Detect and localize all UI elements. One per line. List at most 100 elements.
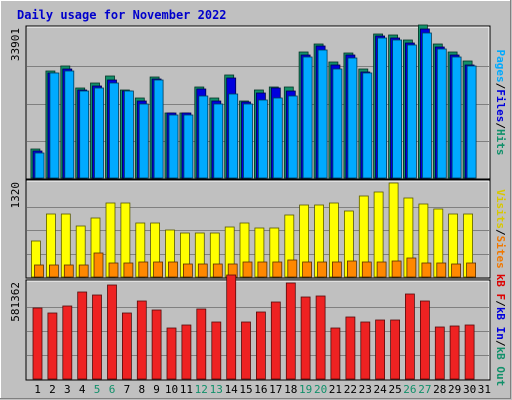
bar-middle-sites-day-1: [34, 264, 44, 278]
bar-middle-sites-day-3: [63, 264, 74, 278]
bar-middle-sites-day-11: [182, 263, 193, 278]
bar-middle-sites-day-26: [406, 257, 417, 278]
bar-bottom-kb-f-day-3: [62, 305, 73, 380]
bar-top-pages-day-26: [406, 44, 417, 179]
panel-bottom: 581362 kB F/kB In/kB Out: [9, 274, 507, 387]
bar-bottom-kb-f-day-19: [300, 296, 311, 380]
bar-middle-sites-day-6: [108, 262, 119, 278]
bar-middle-sites-day-5: [93, 252, 104, 278]
bar-bottom-kb-f-day-25: [390, 319, 401, 380]
bar-top-pages-day-11: [183, 114, 194, 179]
bar-middle-sites-day-7: [123, 262, 134, 278]
day-label-4: 4: [79, 383, 86, 396]
day-label-17: 17: [269, 383, 282, 396]
bar-middle-sites-day-15: [242, 261, 253, 278]
bar-top-pages-day-15: [243, 103, 253, 179]
bar-top-pages-day-25: [392, 39, 403, 179]
legend-label-middle-0: Visits: [494, 189, 507, 229]
bar-bottom-kb-f-day-9: [151, 309, 162, 380]
bar-middle-sites-day-27: [421, 262, 432, 278]
legend-label-top-2: Files: [494, 89, 507, 122]
day-label-24: 24: [373, 383, 387, 396]
bar-middle-sites-day-10: [168, 261, 178, 278]
bar-bottom-kb-f-day-26: [404, 293, 415, 380]
bar-bottom-kb-f-day-29: [449, 325, 460, 380]
bar-top-pages-day-29: [451, 56, 462, 179]
bar-top-pages-day-12: [198, 95, 209, 179]
bar-bottom-kb-f-day-12: [196, 308, 207, 380]
bar-top-pages-day-1: [34, 152, 45, 179]
bar-bottom-kb-f-day-24: [375, 319, 386, 380]
day-label-8: 8: [138, 383, 145, 396]
bar-bottom-kb-f-day-7: [122, 312, 132, 380]
bar-bottom-kb-f-day-23: [360, 321, 371, 380]
legend-label-middle-2: Sites: [494, 236, 507, 269]
bar-bottom-kb-f-day-15: [241, 321, 251, 380]
bar-bottom-kb-f-day-5: [92, 294, 102, 380]
bar-middle-sites-day-13: [212, 263, 223, 278]
ymax-label-bottom: 581362: [9, 282, 22, 322]
bar-bottom-kb-f-day-11: [181, 324, 192, 380]
bar-top-pages-day-19: [302, 56, 313, 179]
day-label-1: 1: [34, 383, 41, 396]
day-label-2: 2: [49, 383, 56, 396]
bar-middle-sites-day-22: [346, 260, 357, 278]
legend-label-top-3: /: [494, 122, 507, 129]
bar-middle-sites-day-9: [153, 261, 164, 278]
bar-middle-sites-day-16: [257, 261, 268, 278]
legend-label-middle-1: /: [494, 229, 507, 236]
legend-label-bottom-3: /: [494, 340, 507, 347]
bar-top-pages-day-8: [138, 103, 149, 179]
day-label-3: 3: [64, 383, 71, 396]
legend-bottom: kB F/kB In/kB Out: [494, 274, 507, 387]
day-label-9: 9: [153, 383, 160, 396]
day-label-23: 23: [359, 383, 372, 396]
day-label-14: 14: [225, 383, 239, 396]
bar-bottom-kb-f-day-30: [464, 324, 475, 380]
bar-bottom-kb-f-day-1: [32, 307, 43, 380]
chart-title: Daily usage for November 2022: [17, 8, 227, 22]
bar-bottom-kb-f-day-22: [345, 316, 356, 380]
bar-top-pages-day-22: [347, 57, 358, 179]
day-label-28: 28: [433, 383, 446, 396]
day-label-30: 30: [463, 383, 476, 396]
panel-middle: 1320 Visits/Sites: [9, 179, 507, 279]
bar-middle-sites-day-12: [197, 263, 208, 278]
day-label-22: 22: [344, 383, 357, 396]
bar-top-pages-day-16: [257, 99, 268, 179]
bar-top-pages-day-21: [332, 68, 343, 179]
bar-bottom-kb-f-day-28: [434, 326, 445, 380]
legend-middle: Visits/Sites: [494, 189, 507, 269]
bar-middle-sites-day-4: [78, 264, 89, 278]
legend-top: Pages/Files/Hits: [494, 50, 507, 156]
bar-bottom-kb-f-day-27: [419, 300, 430, 380]
ymax-label-middle: 1320: [9, 182, 22, 209]
ymax-label-top: 33901: [9, 28, 22, 61]
day-label-29: 29: [448, 383, 461, 396]
bar-top-pages-day-7: [124, 90, 134, 179]
day-label-13: 13: [210, 383, 223, 396]
bar-bottom-kb-f-day-14: [226, 274, 237, 380]
bar-middle-sites-day-30: [466, 262, 477, 278]
bar-top-pages-day-30: [466, 65, 477, 179]
legend-label-bottom-2: kB In: [494, 307, 507, 340]
bar-middle-sites-day-29: [451, 263, 462, 278]
bar-bottom-kb-f-day-20: [315, 295, 326, 380]
day-label-16: 16: [254, 383, 267, 396]
bar-bottom-kb-f-day-18: [285, 282, 296, 380]
day-label-25: 25: [388, 383, 401, 396]
day-label-27: 27: [418, 383, 431, 396]
day-label-21: 21: [329, 383, 342, 396]
legend-label-bottom-1: /: [494, 300, 507, 307]
bar-middle-sites-day-18: [287, 259, 298, 278]
bar-top-pages-day-2: [49, 72, 60, 179]
bar-top-pages-day-18: [287, 95, 298, 179]
bar-bottom-kb-f-day-6: [107, 284, 117, 380]
bar-top-pages-day-28: [436, 48, 447, 179]
bar-top-pages-day-6: [109, 82, 119, 179]
day-label-5: 5: [94, 383, 101, 396]
panel-top: 33901 Pages/Files/Hits: [9, 24, 507, 180]
day-label-31: 31: [478, 383, 491, 396]
bar-middle-sites-day-23: [361, 261, 372, 278]
